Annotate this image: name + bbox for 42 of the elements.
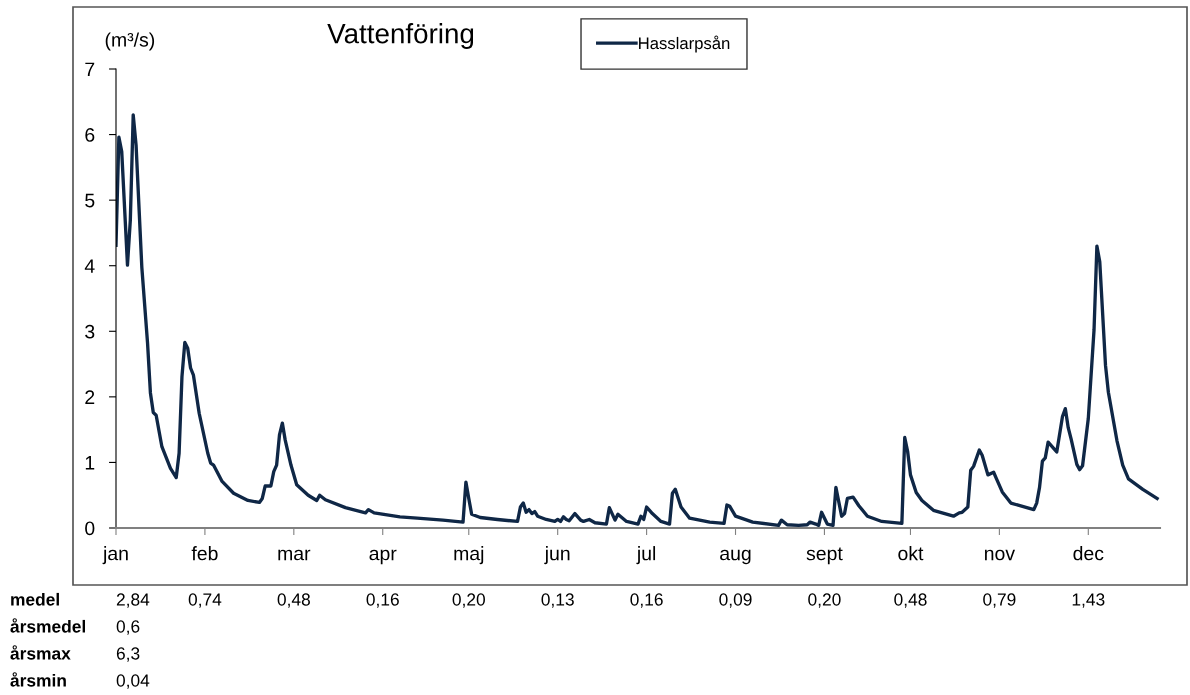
text: 0,16 (366, 593, 399, 608)
text: 0,20 (808, 593, 841, 608)
x-tick-label: mar (278, 549, 311, 561)
text: 0,74 (188, 593, 222, 608)
text: 0,6 (116, 620, 140, 635)
y-tick-label: 1 (85, 456, 95, 470)
x-tick-label: sept (806, 547, 843, 565)
text: 0,04 (116, 674, 150, 689)
text: årsmin (10, 672, 66, 687)
text: 0,79 (983, 593, 1016, 608)
y-tick-label: 6 (85, 128, 95, 142)
y-tick-label: 3 (85, 324, 95, 339)
x-tick-label: dec (1073, 546, 1104, 561)
text: 0,20 (452, 593, 485, 608)
text: 0,13 (541, 593, 574, 608)
text: 0,48 (894, 593, 927, 608)
y-tick-label: 0 (85, 521, 95, 536)
x-tick-label: jun (544, 546, 570, 565)
text: årsmax (10, 645, 71, 660)
y-tick-label: 7 (85, 62, 95, 77)
x-tick-label: apr (369, 549, 397, 565)
x-tick-label: maj (454, 546, 484, 565)
y-tick-label: 5 (85, 193, 95, 208)
text: 6,3 (116, 647, 140, 662)
text: 0,16 (630, 593, 663, 608)
x-tick-label: feb (191, 546, 218, 561)
text: 0,09 (719, 593, 752, 608)
legend-label: Hasslarpsån (639, 35, 730, 53)
text: 0,48 (277, 593, 310, 608)
text: 2,84 (116, 593, 150, 608)
chart-title: Vattenföring (327, 23, 474, 49)
x-tick-label: jan (102, 546, 128, 565)
y-tick-label: 2 (85, 390, 95, 404)
text: årsmedel (10, 618, 86, 633)
y-tick-label: 4 (84, 259, 95, 273)
x-tick-label: jul (636, 546, 656, 565)
x-tick-label: aug (720, 549, 751, 565)
x-tick-label: nov (985, 549, 1015, 561)
text: 1,43 (1072, 593, 1105, 608)
y-axis-title: (m³/s) (105, 32, 155, 51)
text: medel (11, 592, 59, 606)
x-tick-label: okt (898, 546, 924, 561)
